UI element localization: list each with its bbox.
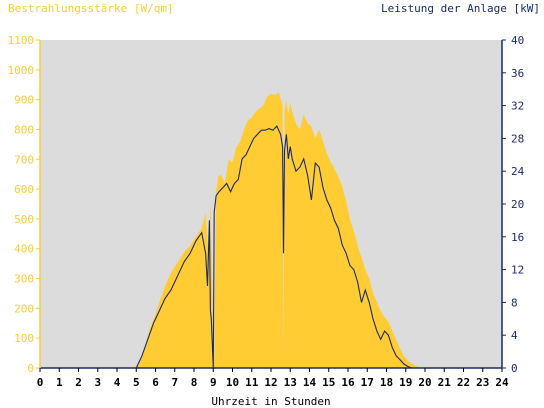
- right-tick-label: 20: [511, 198, 524, 211]
- left-tick-label: 1100: [8, 34, 35, 47]
- x-tick-label: 24: [495, 376, 509, 389]
- x-tick-label: 19: [399, 376, 412, 389]
- right-tick-label: 16: [511, 231, 524, 244]
- x-tick-label: 20: [418, 376, 431, 389]
- x-tick-label: 6: [152, 376, 159, 389]
- x-tick-label: 13: [284, 376, 297, 389]
- x-tick-label: 8: [191, 376, 198, 389]
- left-axis-title: Bestrahlungsstärke [W/qm]: [8, 2, 174, 15]
- right-tick-label: 8: [511, 296, 518, 309]
- right-tick-label: 36: [511, 67, 524, 80]
- x-tick-label: 22: [457, 376, 470, 389]
- irradiance-area: [40, 92, 502, 368]
- left-tick-label: 1000: [8, 64, 35, 77]
- x-tick-label: 16: [341, 376, 355, 389]
- left-tick-label: 300: [14, 273, 34, 286]
- right-axis-title: Leistung der Anlage [kW]: [381, 2, 540, 15]
- x-tick-label: 12: [264, 376, 277, 389]
- left-tick-label: 500: [14, 213, 34, 226]
- left-tick-label: 100: [14, 332, 34, 345]
- x-tick-label: 23: [476, 376, 489, 389]
- x-tick-label: 18: [380, 376, 393, 389]
- right-tick-label: 40: [511, 34, 524, 47]
- right-tick-label: 0: [511, 362, 518, 375]
- x-tick-label: 7: [171, 376, 178, 389]
- right-tick-label: 12: [511, 264, 524, 277]
- right-tick-label: 28: [511, 132, 524, 145]
- x-tick-label: 17: [361, 376, 374, 389]
- x-tick-label: 9: [210, 376, 217, 389]
- x-tick-label: 14: [303, 376, 317, 389]
- x-tick-label: 2: [75, 376, 82, 389]
- x-tick-label: 4: [114, 376, 121, 389]
- x-tick-label: 0: [37, 376, 44, 389]
- x-tick-label: 21: [438, 376, 452, 389]
- right-tick-label: 24: [511, 165, 525, 178]
- left-tick-label: 700: [14, 153, 34, 166]
- x-axis-title: Uhrzeit in Stunden: [211, 395, 330, 408]
- x-tick-label: 5: [133, 376, 140, 389]
- x-tick-label: 11: [245, 376, 259, 389]
- power-line: [40, 125, 502, 369]
- left-tick-label: 200: [14, 302, 34, 315]
- left-tick-label: 900: [14, 94, 34, 107]
- left-tick-label: 400: [14, 243, 34, 256]
- left-tick-label: 800: [14, 123, 34, 136]
- x-tick-label: 3: [94, 376, 101, 389]
- x-tick-label: 1: [56, 376, 63, 389]
- x-tick-label: 15: [322, 376, 335, 389]
- left-tick-label: 600: [14, 183, 34, 196]
- x-tick-label: 10: [226, 376, 239, 389]
- right-tick-label: 32: [511, 100, 524, 113]
- right-tick-label: 4: [511, 329, 518, 342]
- left-tick-label: 0: [27, 362, 34, 375]
